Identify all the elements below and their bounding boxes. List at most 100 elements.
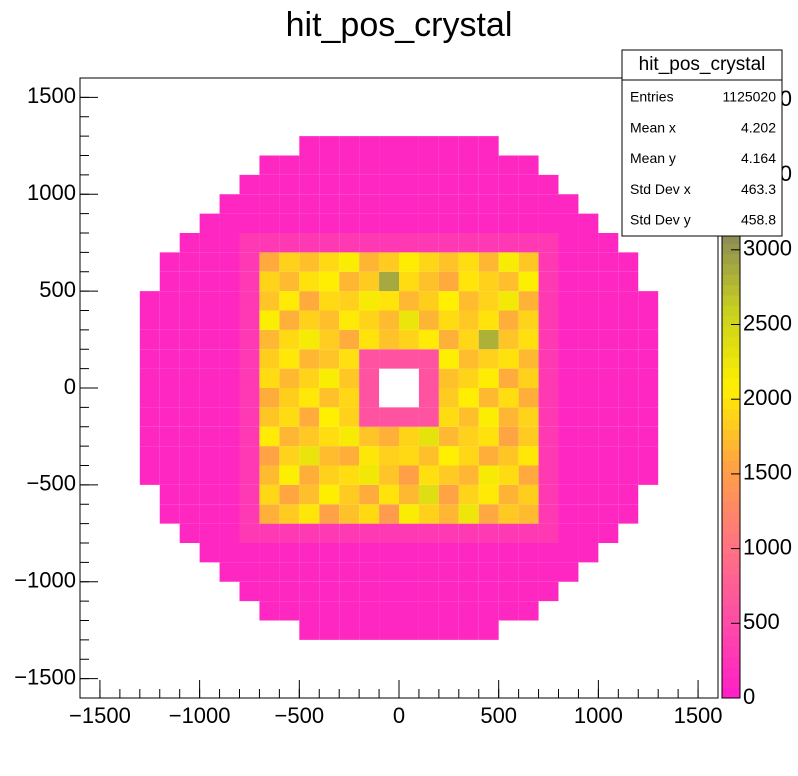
y-tick-label: 1000 bbox=[27, 180, 76, 205]
heatmap-cell bbox=[159, 310, 180, 330]
heatmap-cell bbox=[179, 407, 200, 427]
heatmap-cell bbox=[418, 174, 439, 195]
heatmap-cell bbox=[418, 523, 439, 543]
heatmap-cell bbox=[299, 620, 320, 640]
heatmap-cell bbox=[438, 194, 459, 214]
heatmap-cell bbox=[518, 271, 539, 292]
heatmap-cell bbox=[259, 349, 280, 369]
heatmap-cell bbox=[478, 543, 499, 563]
heatmap-cell bbox=[518, 562, 539, 582]
heatmap-cell bbox=[159, 407, 180, 427]
heatmap-cell bbox=[259, 543, 280, 563]
heatmap-cell bbox=[578, 310, 599, 330]
heatmap-cell bbox=[259, 368, 280, 388]
heatmap-cell bbox=[239, 349, 260, 369]
stats-label: Mean y bbox=[630, 150, 676, 166]
heatmap-cell bbox=[379, 174, 399, 195]
z-tick-label: 500 bbox=[743, 609, 780, 634]
heatmap-cell bbox=[199, 484, 220, 505]
heatmap-cell bbox=[618, 252, 639, 272]
heatmap-cell bbox=[279, 329, 300, 350]
heatmap-cell bbox=[379, 562, 399, 582]
heatmap-cell bbox=[498, 291, 519, 311]
colorbar-band bbox=[722, 646, 740, 658]
heatmap-cell bbox=[379, 271, 399, 292]
heatmap-cell bbox=[538, 407, 559, 427]
heatmap-cell bbox=[339, 329, 360, 350]
heatmap-cell bbox=[359, 426, 380, 447]
heatmap-cell bbox=[239, 252, 260, 272]
heatmap-cell bbox=[518, 233, 539, 253]
heatmap-cell bbox=[179, 271, 200, 292]
x-tick-label: −500 bbox=[275, 703, 325, 728]
heatmap-cell bbox=[359, 349, 380, 369]
heatmap-cell bbox=[319, 233, 340, 253]
heatmap-cell bbox=[438, 601, 459, 621]
heatmap-cell bbox=[239, 310, 260, 330]
heatmap-cell bbox=[438, 252, 459, 272]
colorbar-band bbox=[722, 625, 740, 637]
heatmap-cell bbox=[498, 446, 519, 466]
heatmap-cell bbox=[319, 291, 340, 311]
heatmap-cell bbox=[179, 349, 200, 369]
y-tick-label: 500 bbox=[39, 277, 76, 302]
heatmap-cell bbox=[279, 233, 300, 253]
heatmap-cell bbox=[279, 271, 300, 292]
heatmap-cell bbox=[418, 271, 439, 292]
heatmap-cell bbox=[438, 310, 459, 330]
heatmap-cell bbox=[399, 562, 419, 582]
heatmap-cell bbox=[359, 291, 380, 311]
heatmap-cell bbox=[319, 426, 340, 447]
heatmap-cell bbox=[478, 194, 499, 214]
heatmap-cell bbox=[399, 446, 419, 466]
heatmap-cell bbox=[319, 388, 340, 408]
colorbar-band bbox=[722, 243, 740, 255]
heatmap-cell bbox=[199, 291, 220, 311]
y-tick-label: −1500 bbox=[14, 664, 76, 689]
heatmap-cell bbox=[618, 368, 639, 388]
heatmap-cell bbox=[139, 465, 160, 485]
heatmap-cell bbox=[478, 484, 499, 505]
heatmap-cell bbox=[199, 523, 220, 543]
colorbar-band bbox=[722, 605, 740, 616]
heatmap-cell bbox=[498, 368, 519, 388]
heatmap-cell bbox=[438, 407, 459, 427]
heatmap-cell bbox=[219, 310, 240, 330]
heatmap-cell bbox=[418, 446, 439, 466]
heatmap-cell bbox=[438, 543, 459, 563]
stats-label: Mean x bbox=[630, 119, 676, 135]
heatmap-cell bbox=[139, 349, 160, 369]
heatmap-cell bbox=[498, 310, 519, 330]
heatmap-cell bbox=[199, 388, 220, 408]
heatmap-cell bbox=[558, 426, 579, 447]
heatmap-cell bbox=[618, 446, 639, 466]
heatmap-cell bbox=[319, 368, 340, 388]
heatmap-cell bbox=[518, 291, 539, 311]
heatmap-cell bbox=[239, 291, 260, 311]
heatmap-cell bbox=[359, 233, 380, 253]
heatmap-cell bbox=[379, 349, 399, 369]
heatmap-cell bbox=[319, 562, 340, 582]
x-tick-label: 500 bbox=[480, 703, 517, 728]
heatmap-cell bbox=[259, 329, 280, 350]
heatmap-cell bbox=[339, 291, 360, 311]
y-tick-label: 1500 bbox=[27, 83, 76, 108]
heatmap-cell bbox=[219, 446, 240, 466]
heatmap-cell bbox=[458, 620, 479, 640]
heatmap-cell bbox=[359, 543, 380, 563]
heatmap-cell bbox=[379, 620, 399, 640]
heatmap-cell bbox=[438, 504, 459, 524]
heatmap-cell bbox=[279, 252, 300, 272]
heatmap-cell bbox=[219, 426, 240, 447]
heatmap-cell bbox=[159, 252, 180, 272]
heatmap-cell bbox=[538, 388, 559, 408]
heatmap-cell bbox=[299, 252, 320, 272]
heatmap-cell bbox=[319, 407, 340, 427]
heatmap-cell bbox=[598, 504, 619, 524]
heatmap-cell bbox=[139, 388, 160, 408]
heatmap-cell bbox=[339, 562, 360, 582]
heatmap-cell bbox=[299, 581, 320, 602]
heatmap-cell bbox=[379, 329, 399, 350]
heatmap-cell bbox=[399, 233, 419, 253]
heatmap-cell bbox=[339, 136, 360, 156]
